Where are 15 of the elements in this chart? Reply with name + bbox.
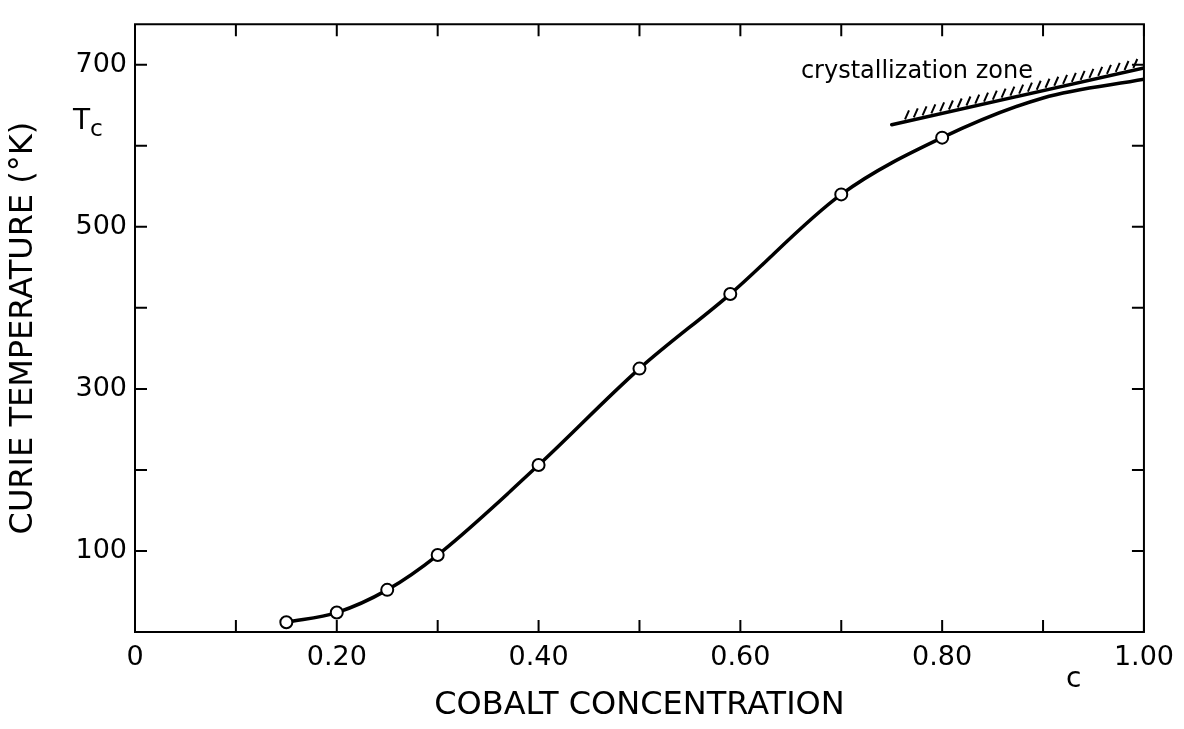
y-tick-label: 100 <box>75 532 127 564</box>
x-tick-label: 0.80 <box>912 640 973 672</box>
y-tick-label: 300 <box>75 370 127 402</box>
x-tick-label: 0.40 <box>508 640 569 672</box>
x-tick-label: 0.60 <box>710 640 771 672</box>
y-axis-title: CURIE TEMPERATURE (°K) <box>1 121 40 535</box>
x-tick-label: 0.20 <box>306 640 367 672</box>
y-tick-label: 700 <box>75 46 127 78</box>
text: T$_{c}$ <box>73 103 103 142</box>
text: c <box>1065 661 1082 694</box>
annotation: crystallization zone <box>800 56 1033 85</box>
x-tick-label: 1.00 <box>1113 640 1174 672</box>
x-tick-label: 0 <box>126 640 144 672</box>
y-tick-label: 500 <box>75 208 127 240</box>
x-axis-title: COBALT CONCENTRATION <box>434 684 845 723</box>
